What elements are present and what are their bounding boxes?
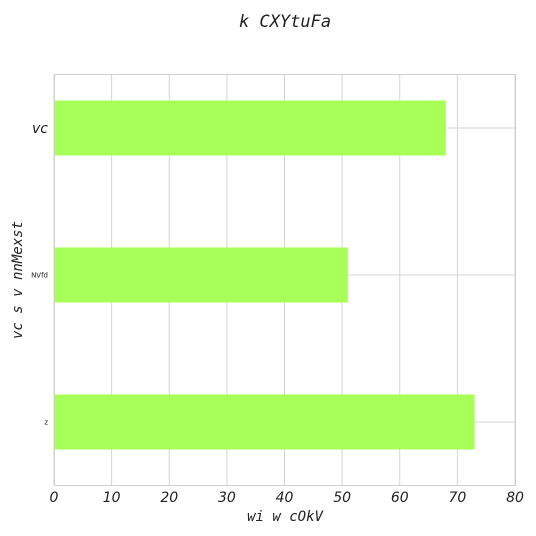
- bar-z: [54, 394, 475, 450]
- y-axis-label: vc s v nnMexst: [10, 221, 26, 339]
- bar-vc: [54, 100, 446, 156]
- x-tick-label: 60: [391, 490, 409, 506]
- x-tick-label: 20: [160, 490, 178, 506]
- y-tick-label: NVfd: [31, 272, 48, 280]
- chart-title: k CXYtuFa: [239, 12, 331, 32]
- x-tick-label: 80: [506, 490, 524, 506]
- y-tick-label: vc: [32, 121, 48, 137]
- bars: [54, 100, 475, 450]
- x-axis-label: wi w cOkV: [247, 509, 324, 525]
- x-tick-label: 50: [333, 490, 351, 506]
- y-tick-label: z: [44, 419, 48, 427]
- x-tick-label: 40: [276, 490, 294, 506]
- plot-frame: [54, 74, 516, 486]
- x-tick-label: 0: [50, 490, 59, 506]
- y-tick-labels: vc NVfd z: [31, 121, 48, 427]
- x-tick-label: 70: [448, 490, 466, 506]
- x-tick-label: 10: [103, 490, 121, 506]
- x-tick-label: 30: [218, 490, 236, 506]
- bar-NVfd: [54, 247, 348, 303]
- x-tick-labels: 0 10 20 30 40 50 60 70 80: [50, 490, 524, 506]
